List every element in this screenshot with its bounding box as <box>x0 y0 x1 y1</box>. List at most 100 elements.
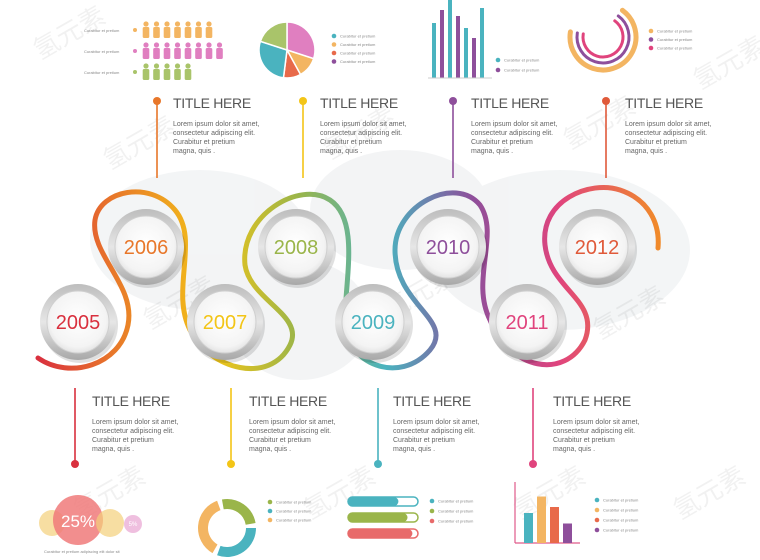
milestone-2009[interactable]: 2009 <box>335 284 413 363</box>
pie-slice <box>259 21 288 52</box>
bubble-side-label: 5% <box>129 522 138 528</box>
milestone-2006[interactable]: 2006 <box>108 209 186 288</box>
person-icon <box>195 42 202 48</box>
bottom-bar <box>524 513 533 543</box>
person-icon <box>195 21 202 27</box>
milestone-2005[interactable]: 2005 <box>40 284 118 363</box>
top-bar <box>464 28 468 78</box>
bottom-connector-dot <box>374 460 382 468</box>
top-bar-chart: Curabitur et pretium Curabitur et pretium <box>428 0 540 79</box>
pill-bar-chart: Curabitur et pretium Curabitur et pretium… <box>347 496 474 539</box>
watermark-text: 氢元素 <box>99 111 182 176</box>
block-title: TITLE HERE <box>249 393 327 409</box>
block-text-line: magna, quis . <box>320 148 362 155</box>
arc-chart: Curabitur et pretium Curabitur et pretium… <box>567 7 693 73</box>
people-row-label: Curabitur et pretium <box>84 49 120 54</box>
person-icon <box>164 42 170 48</box>
block-title: TITLE HERE <box>173 95 251 111</box>
person-icon-body <box>153 69 160 80</box>
block-text-line: consectetur adipiscing elit. <box>625 130 707 137</box>
block-text-line: Lorem ipsum dolor sit amet, <box>249 419 335 426</box>
milestone-2011[interactable]: 2011 <box>489 284 567 363</box>
bottom-bar <box>537 496 546 543</box>
top-bar <box>480 8 484 78</box>
milestone-2007[interactable]: 2007 <box>187 284 265 363</box>
person-icon <box>143 63 149 69</box>
bottom-bar-legend-label: Curabitur et pretium <box>603 528 639 533</box>
bottom-bar-legend-dot <box>594 527 600 533</box>
block-title: TITLE HERE <box>393 393 471 409</box>
block-text-line: magna, quis . <box>393 446 435 453</box>
block-text-line: Curabitur et pretium <box>393 437 455 444</box>
pill-bar-fill <box>348 497 399 506</box>
bottom-bar-legend-label: Curabitur et pretium <box>603 518 639 523</box>
bottom-bar <box>563 523 572 543</box>
bottom-text-block-1: TITLE HERE Lorem ipsum dolor sit amet, con… <box>92 393 178 453</box>
block-title: TITLE HERE <box>92 393 170 409</box>
milestone-disc <box>193 290 257 354</box>
block-text-line: consectetur adipiscing elit. <box>553 428 635 435</box>
people-chart: Curabitur et pretium Curabitur et pretium… <box>84 21 223 80</box>
pill-legend-dot <box>429 508 435 514</box>
top-bar <box>448 0 452 78</box>
watermark-text: 氢元素 <box>29 1 112 66</box>
milestone-year-label: 2011 <box>505 312 548 334</box>
arc-ring <box>581 19 625 59</box>
person-icon <box>164 21 170 27</box>
top-connector-dot <box>299 97 307 105</box>
person-icon <box>174 21 181 27</box>
bottom-text-block-2: TITLE HERE Lorem ipsum dolor sit amet, con… <box>249 393 335 453</box>
pill-bar-fill <box>348 513 408 522</box>
block-text-line: magna, quis . <box>471 148 513 155</box>
block-text-line: Curabitur et pretium <box>173 139 235 146</box>
person-icon-body <box>195 48 202 59</box>
block-text-line: magna, quis . <box>553 446 595 453</box>
milestone-disc <box>264 215 328 279</box>
arc-legend-label: Curabitur et pretium <box>657 29 693 34</box>
block-text-line: magna, quis . <box>173 148 215 155</box>
milestone-2008[interactable]: 2008 <box>258 209 336 288</box>
bubble-far-right <box>124 515 142 533</box>
block-title: TITLE HERE <box>625 95 703 111</box>
block-text-line: consectetur adipiscing elit. <box>320 130 402 137</box>
person-icon-body <box>142 69 150 80</box>
person-icon <box>185 42 191 48</box>
pie-legend-label: Curabitur et pretium <box>340 59 376 64</box>
watermark-text: 氢元素 <box>509 461 592 526</box>
person-icon <box>206 42 212 48</box>
pill-legend-label: Curabitur et pretium <box>438 519 474 524</box>
milestone-year-label: 2005 <box>56 312 101 334</box>
milestone-2010[interactable]: 2010 <box>410 209 488 288</box>
milestone-year-label: 2009 <box>351 312 396 334</box>
top-bar <box>432 23 436 78</box>
pill-legend-dot <box>429 518 435 524</box>
top-bar <box>472 38 476 78</box>
bottom-bar <box>550 507 559 543</box>
person-icon <box>153 42 160 48</box>
pie-legend-dot <box>331 59 337 64</box>
top-bar <box>440 10 444 78</box>
block-title: TITLE HERE <box>320 95 398 111</box>
top-bar-legend-label: Curabitur et pretium <box>504 68 540 73</box>
pie-slice <box>258 40 288 79</box>
top-text-block-3: TITLE HERE Lorem ipsum dolor sit amet, con… <box>471 95 557 155</box>
block-text-line: consectetur adipiscing elit. <box>471 130 553 137</box>
block-text-line: Curabitur et pretium <box>320 139 382 146</box>
arc-ring <box>575 14 631 65</box>
people-row-label: Curabitur et pretium <box>84 70 120 75</box>
block-text-line: Lorem ipsum dolor sit amet, <box>471 121 557 128</box>
pie-chart: Curabitur et pretium Curabitur et pretium… <box>258 21 376 79</box>
bottom-bar-legend-dot <box>594 497 600 503</box>
bottom-bar-legend-dot <box>594 507 600 513</box>
person-icon <box>153 63 160 69</box>
pie-legend-label: Curabitur et pretium <box>340 42 376 47</box>
person-icon-body <box>174 27 181 38</box>
pie-slice <box>286 21 316 60</box>
person-icon-body <box>163 69 171 80</box>
pill-legend-dot <box>429 498 435 504</box>
donut-chart: Curabitur et pretium Curabitur et pretium… <box>198 499 312 557</box>
person-icon <box>185 21 191 27</box>
people-row-label: Curabitur et pretium <box>84 28 120 33</box>
milestone-2012[interactable]: 2012 <box>559 209 637 288</box>
block-title: TITLE HERE <box>471 95 549 111</box>
